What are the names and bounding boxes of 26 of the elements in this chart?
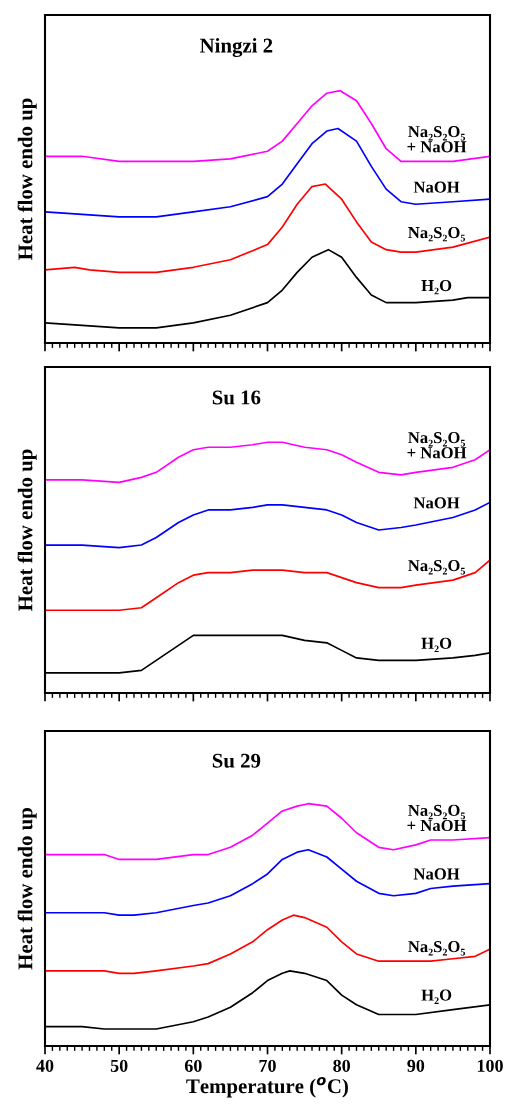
series-label: H₂O (421, 279, 452, 295)
chart-title: Su 16 (212, 390, 261, 405)
x-tick-label: 50 (110, 1059, 128, 1072)
series-label: NaOH (413, 181, 460, 193)
series-label: Na₂S₂O₅ + NaOH (407, 432, 467, 459)
series-label: NaOH (413, 497, 460, 509)
y-axis-title: Heat flow endo up (17, 98, 37, 260)
series-label: Na₂S₂O₅ + NaOH (407, 126, 467, 153)
x-axis-title: Temperature ($^{o}$C) (186, 1076, 348, 1098)
series-label: Na₂S₂O₅ (408, 560, 466, 575)
x-tick-label: 60 (184, 1059, 202, 1072)
x-tick-label: 100 (477, 1059, 503, 1072)
y-axis-title: Heat flow endo up (17, 808, 37, 970)
x-tick-label: 40 (36, 1059, 54, 1072)
y-axis-title: Heat flow endo up (17, 449, 37, 611)
series-label: Na₂S₂O₅ (408, 941, 466, 956)
x-tick-label: 80 (333, 1059, 351, 1072)
series-label: Na₂S₂O₅ (408, 226, 466, 242)
series-label: NaOH (413, 868, 460, 880)
x-tick-label: 70 (259, 1059, 276, 1072)
x-tick-label: 90 (407, 1059, 425, 1072)
series-label: H₂O (421, 989, 452, 1004)
chart-title: Ningzi 2 (200, 37, 273, 58)
series-label: Na₂S₂O₅ + NaOH (407, 804, 467, 832)
series-label: H₂O (421, 637, 452, 653)
chart-title: Su 29 (212, 753, 261, 768)
